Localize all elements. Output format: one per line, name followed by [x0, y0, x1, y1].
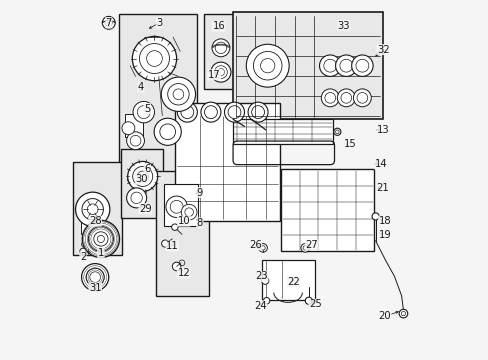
Circle shape	[80, 248, 86, 255]
Text: 13: 13	[376, 125, 388, 135]
Circle shape	[351, 55, 372, 76]
Text: 12: 12	[177, 268, 190, 278]
Circle shape	[126, 132, 144, 150]
Text: 25: 25	[308, 299, 321, 309]
Circle shape	[75, 192, 110, 226]
Text: 14: 14	[374, 159, 386, 169]
Circle shape	[258, 244, 267, 252]
Bar	[175, 103, 280, 221]
Text: 6: 6	[144, 164, 150, 174]
Circle shape	[172, 262, 181, 271]
Circle shape	[247, 102, 267, 122]
Bar	[119, 14, 196, 184]
Text: 16: 16	[212, 21, 224, 31]
Bar	[281, 169, 373, 251]
Text: 30: 30	[135, 174, 147, 184]
Text: 26: 26	[248, 240, 261, 250]
Text: 29: 29	[139, 203, 151, 213]
Bar	[83, 233, 98, 240]
Circle shape	[337, 89, 354, 107]
Circle shape	[321, 89, 339, 107]
Text: 7: 7	[105, 18, 112, 28]
Bar	[233, 118, 332, 144]
Text: 5: 5	[144, 104, 150, 113]
Bar	[73, 162, 122, 255]
Circle shape	[353, 89, 370, 107]
Bar	[121, 149, 163, 217]
Bar	[124, 114, 142, 137]
Text: 20: 20	[378, 311, 390, 321]
Text: 31: 31	[89, 283, 102, 293]
Circle shape	[127, 175, 136, 184]
Bar	[261, 260, 314, 300]
Bar	[164, 184, 198, 226]
Text: 24: 24	[254, 301, 266, 311]
Circle shape	[154, 118, 181, 145]
Text: 17: 17	[207, 69, 220, 80]
Circle shape	[177, 102, 197, 122]
Text: 11: 11	[165, 241, 178, 251]
Text: 19: 19	[378, 230, 390, 240]
Text: 18: 18	[378, 216, 390, 226]
Text: 10: 10	[177, 216, 190, 226]
Circle shape	[398, 309, 407, 318]
Circle shape	[319, 55, 340, 76]
Text: 32: 32	[376, 45, 388, 55]
Bar	[233, 12, 382, 119]
Text: 8: 8	[196, 218, 203, 228]
Text: 9: 9	[196, 188, 202, 198]
Circle shape	[263, 297, 269, 304]
Bar	[204, 14, 237, 89]
Text: 28: 28	[89, 216, 102, 226]
Circle shape	[300, 244, 309, 252]
Text: 15: 15	[343, 139, 356, 149]
Circle shape	[224, 102, 244, 122]
Text: 21: 21	[376, 183, 388, 193]
Circle shape	[165, 196, 187, 217]
Circle shape	[102, 17, 115, 29]
Circle shape	[171, 224, 178, 230]
Circle shape	[127, 161, 157, 192]
Circle shape	[371, 213, 378, 220]
Text: 27: 27	[305, 240, 317, 250]
Circle shape	[212, 39, 229, 57]
Text: 33: 33	[337, 21, 349, 31]
Circle shape	[246, 44, 288, 87]
Text: 4: 4	[138, 82, 144, 92]
Circle shape	[132, 36, 176, 81]
Text: 3: 3	[156, 18, 163, 28]
Circle shape	[161, 77, 195, 111]
Circle shape	[261, 277, 268, 284]
Circle shape	[81, 242, 87, 247]
Circle shape	[333, 128, 340, 135]
Circle shape	[81, 264, 108, 291]
Circle shape	[335, 55, 356, 76]
Circle shape	[133, 102, 154, 123]
Text: 23: 23	[255, 271, 267, 282]
Circle shape	[305, 297, 312, 304]
Circle shape	[126, 188, 146, 208]
Circle shape	[162, 240, 168, 247]
Text: 1: 1	[98, 248, 104, 258]
Circle shape	[181, 204, 197, 220]
Bar	[81, 219, 101, 234]
Circle shape	[201, 102, 221, 122]
Bar	[156, 171, 208, 296]
Circle shape	[210, 62, 230, 82]
Circle shape	[88, 242, 94, 247]
Circle shape	[82, 220, 119, 257]
Circle shape	[122, 122, 135, 135]
Text: 2: 2	[80, 252, 86, 262]
Text: 22: 22	[287, 277, 300, 287]
